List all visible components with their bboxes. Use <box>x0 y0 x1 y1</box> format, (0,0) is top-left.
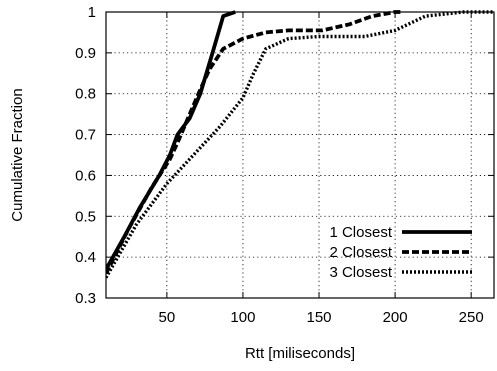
legend: 1 Closest 2 Closest 3 Closest <box>329 224 472 281</box>
y-tick-label: 0.7 <box>75 127 96 144</box>
y-tick-label: 0.4 <box>75 249 96 266</box>
x-tick-label: 250 <box>459 309 484 326</box>
series-line-2 <box>106 10 403 275</box>
y-tick-label: 0.5 <box>75 208 96 225</box>
series-line-1 <box>106 10 236 271</box>
grid-lines <box>106 12 494 298</box>
y-tick-label: 0.6 <box>75 167 96 184</box>
y-tick-label: 0.9 <box>75 45 96 62</box>
y-tick-label: 0.3 <box>75 290 96 307</box>
legend-label-3: 3 Closest <box>329 264 392 281</box>
x-axis-label: Rtt [miliseconds] <box>245 345 355 362</box>
plot-area <box>106 10 494 279</box>
x-tick-label: 150 <box>307 309 332 326</box>
plot-frame <box>105 11 495 299</box>
x-tick-label: 50 <box>159 309 176 326</box>
x-tick-label: 100 <box>230 309 255 326</box>
series-line-3 <box>106 10 494 279</box>
y-axis-label: Cumulative Fraction <box>9 88 26 221</box>
legend-label-2: 2 Closest <box>329 244 392 261</box>
legend-label-1: 1 Closest <box>329 224 392 241</box>
y-tick-label: 0.8 <box>75 86 96 103</box>
y-tick-label: 1 <box>88 4 96 21</box>
x-tick-label: 200 <box>383 309 408 326</box>
